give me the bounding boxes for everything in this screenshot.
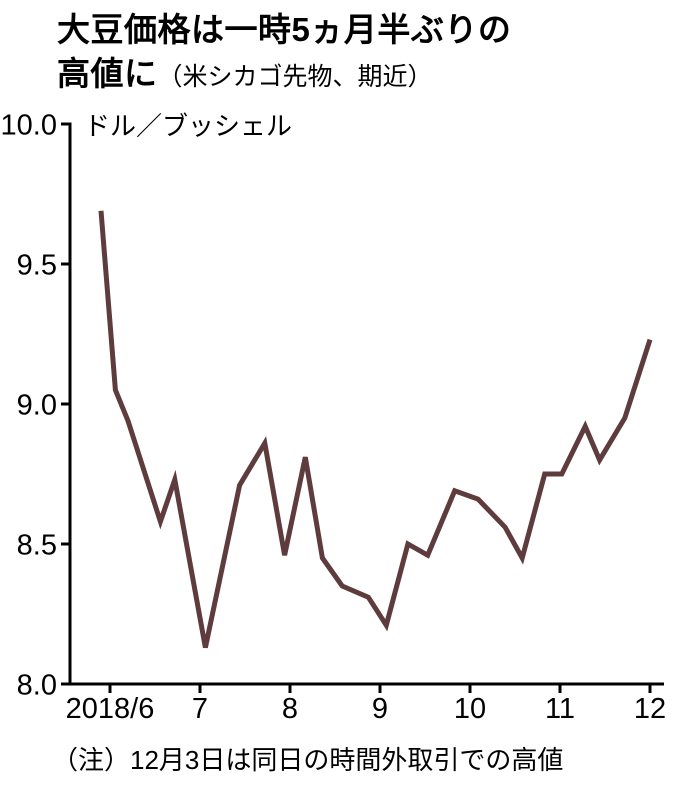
y-tick-label: 8.0 [17,669,57,701]
x-tick-label: 7 [192,693,208,725]
x-tick-label: 11 [545,693,575,725]
y-tick-label: 8.5 [17,529,57,561]
x-tick-label: 9 [372,693,388,725]
x-tick-label: 8 [282,693,298,725]
y-tick-label: 9.0 [17,389,57,421]
chart-title-line1: 大豆価格は一時5ヵ月半ぶりの [57,11,512,48]
chart-title-line2-main: 高値に [57,54,158,92]
price-line [98,210,653,649]
y-axis-unit-label: ドル／ブッシェル [84,111,292,141]
price-line-chart: 10.0 9.5 9.0 8.5 8.0 2018/6 7 8 9 10 11 12 ドル／ブッシェル [1,109,667,725]
x-tick-label: 10 [454,693,486,725]
y-tick-label: 9.5 [17,249,57,281]
chart-subtitle: （米シカゴ先物、期近） [157,62,433,91]
y-tick-label: 10.0 [1,109,57,141]
x-tick-label: 12 [634,693,666,725]
chart-header: 大豆価格は一時5ヵ月半ぶりの 高値に（米シカゴ先物、期近） [57,8,511,95]
footnote: （注）12月3日は同日の時間外取引での高値 [52,745,564,775]
chart-title-line2: 高値に（米シカゴ先物、期近） [57,52,511,96]
x-tick-label: 2018/6 [66,693,155,725]
